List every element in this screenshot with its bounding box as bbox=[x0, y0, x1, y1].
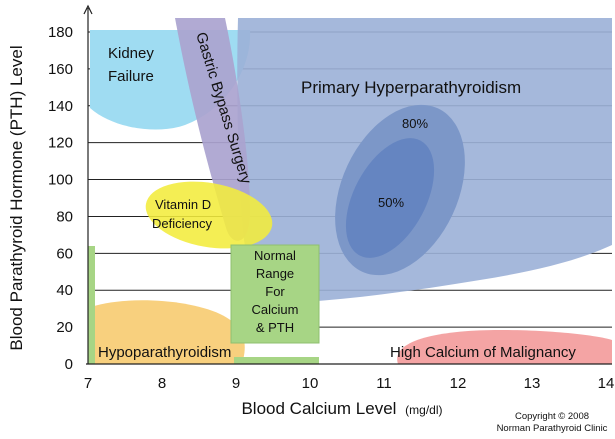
label-50-percent: 50% bbox=[378, 195, 404, 210]
y-tick-120: 120 bbox=[48, 135, 73, 152]
y-tick-180: 180 bbox=[48, 24, 73, 41]
x-axis-label-group: Blood Calcium Level (mg/dl) bbox=[241, 399, 442, 418]
label-primary-hyperparathyroidism: Primary Hyperparathyroidism bbox=[301, 78, 521, 97]
label-hypoparathyroidism: Hypoparathyroidism bbox=[98, 344, 231, 361]
region-normal-range bbox=[230, 244, 320, 344]
axes bbox=[83, 4, 612, 365]
region-gastric-bypass bbox=[175, 18, 250, 241]
label-normal-range-line3: For bbox=[265, 284, 285, 299]
label-kidney-failure-line2: Failure bbox=[108, 68, 154, 85]
label-normal-range-line1: Normal bbox=[254, 248, 296, 263]
y-tick-140: 140 bbox=[48, 98, 73, 115]
copyright-line2: Norman Parathyroid Clinic bbox=[497, 423, 608, 434]
y-tick-160: 160 bbox=[48, 61, 73, 78]
region-vitamin-d-deficiency bbox=[145, 181, 273, 249]
y-axis-label: Blood Parathyroid Hormone (PTH) Level bbox=[7, 45, 26, 350]
regions-layer bbox=[88, 18, 612, 364]
y-tick-20: 20 bbox=[56, 319, 73, 336]
label-vitamin-d-line1: Vitamin D bbox=[155, 197, 211, 212]
region-hypoparathyroidism bbox=[88, 300, 245, 364]
y-tick-labels: 0 20 40 60 80 100 120 140 160 180 bbox=[48, 24, 73, 373]
x-tick-9: 9 bbox=[232, 375, 240, 392]
x-tick-8: 8 bbox=[158, 375, 166, 392]
label-80-percent: 80% bbox=[402, 116, 428, 131]
y-tick-0: 0 bbox=[65, 356, 73, 373]
x-tick-labels: 7 8 9 10 11 12 13 14 bbox=[84, 375, 615, 392]
x-tick-13: 13 bbox=[524, 375, 541, 392]
region-high-calcium-malignancy bbox=[397, 330, 612, 364]
x-tick-7: 7 bbox=[84, 375, 92, 392]
x-axis-units: (mg/dl) bbox=[405, 403, 442, 417]
region-normal-strip-bottom bbox=[234, 357, 319, 364]
label-high-calcium-malignancy: High Calcium of Malignancy bbox=[390, 344, 576, 361]
x-tick-14: 14 bbox=[598, 375, 615, 392]
label-normal-range-line2: Range bbox=[256, 266, 294, 281]
label-kidney-failure-line1: Kidney bbox=[108, 45, 154, 62]
copyright-line1: Copyright © 2008 bbox=[515, 411, 589, 422]
y-tick-60: 60 bbox=[56, 245, 73, 262]
label-normal-range-line4: Calcium bbox=[252, 302, 299, 317]
region-normal-strip-left bbox=[88, 246, 95, 364]
label-normal-range-line5: & PTH bbox=[256, 320, 294, 335]
x-axis-label: Blood Calcium Level bbox=[241, 399, 396, 418]
y-tick-40: 40 bbox=[56, 282, 73, 299]
y-tick-100: 100 bbox=[48, 172, 73, 189]
x-tick-10: 10 bbox=[302, 375, 319, 392]
y-axis-arrow-icon bbox=[83, 4, 93, 15]
x-tick-11: 11 bbox=[376, 375, 392, 392]
region-50-percent bbox=[345, 138, 435, 258]
y-tick-80: 80 bbox=[56, 208, 73, 225]
label-vitamin-d-line2: Deficiency bbox=[152, 216, 212, 231]
x-tick-12: 12 bbox=[450, 375, 467, 392]
